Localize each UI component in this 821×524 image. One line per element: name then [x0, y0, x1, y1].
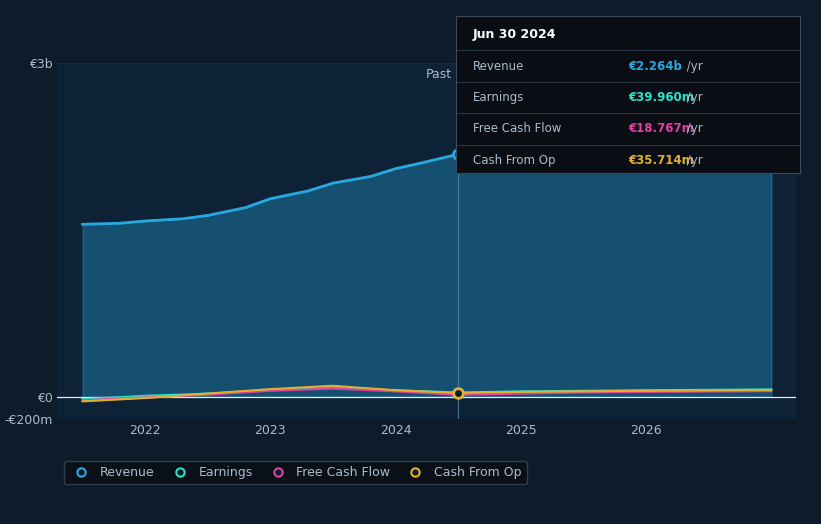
Text: €39.960m: €39.960m: [628, 91, 694, 104]
Legend: Revenue, Earnings, Free Cash Flow, Cash From Op: Revenue, Earnings, Free Cash Flow, Cash …: [64, 461, 526, 484]
Text: €18.767m: €18.767m: [628, 123, 694, 135]
Text: Analysts Forecasts: Analysts Forecasts: [465, 68, 581, 81]
Text: Past: Past: [426, 68, 452, 81]
Text: /yr: /yr: [683, 91, 703, 104]
Text: Free Cash Flow: Free Cash Flow: [473, 123, 562, 135]
Text: Cash From Op: Cash From Op: [473, 154, 555, 167]
Text: €2.264b: €2.264b: [628, 60, 682, 72]
Text: Revenue: Revenue: [473, 60, 525, 72]
Text: /yr: /yr: [683, 154, 703, 167]
Text: €35.714m: €35.714m: [628, 154, 694, 167]
Text: Jun 30 2024: Jun 30 2024: [473, 28, 557, 41]
Text: Earnings: Earnings: [473, 91, 525, 104]
Text: /yr: /yr: [683, 123, 703, 135]
Text: /yr: /yr: [683, 60, 703, 72]
